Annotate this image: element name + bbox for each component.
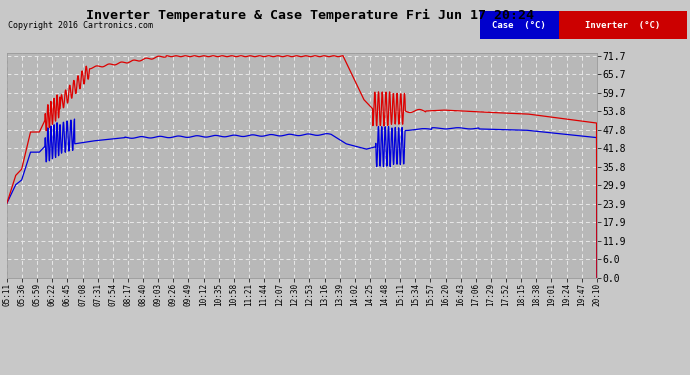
Text: Inverter Temperature & Case Temperature Fri Jun 17 20:24: Inverter Temperature & Case Temperature … (86, 9, 535, 22)
Text: Case  (°C): Case (°C) (493, 21, 546, 30)
Text: Copyright 2016 Cartronics.com: Copyright 2016 Cartronics.com (8, 21, 153, 30)
Text: Inverter  (°C): Inverter (°C) (585, 21, 660, 30)
